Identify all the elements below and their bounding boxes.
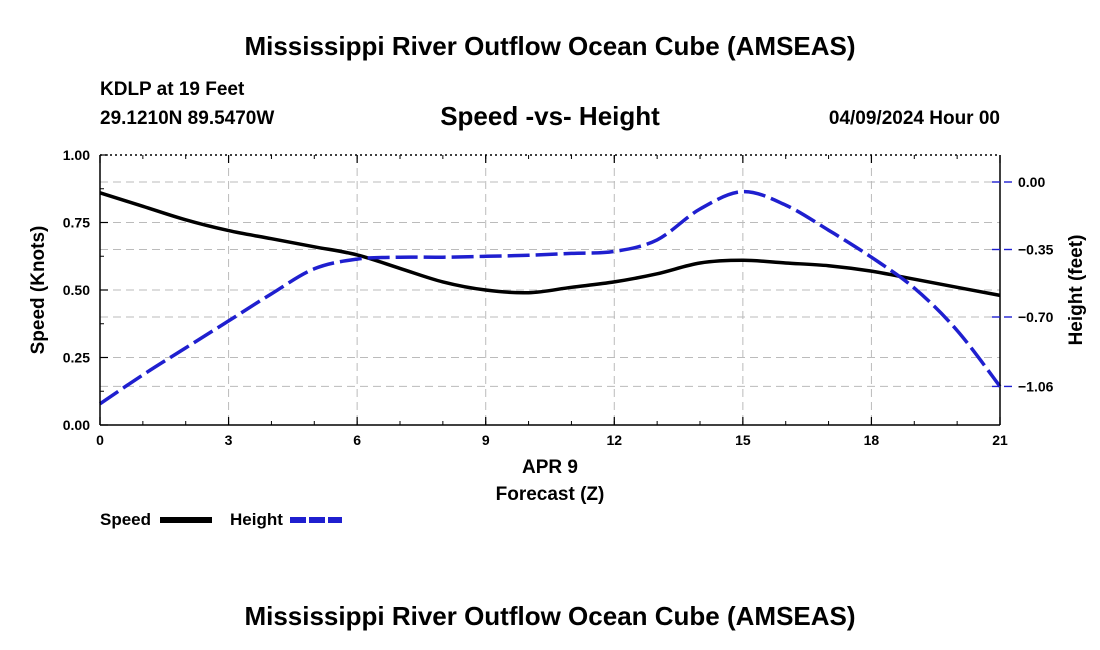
- x-tick-label: 9: [482, 432, 490, 448]
- grid-lines: [100, 155, 1000, 425]
- axis-ticks: 0 3 6 9 12 15 18 21 0.00 0.25 0.50 0.75 1.00 0.00 −0.3…: [63, 147, 1054, 448]
- y-tick-label: 0.75: [63, 215, 90, 231]
- x-tick-label: 0: [96, 432, 104, 448]
- chart-title: Speed -vs- Height: [440, 101, 660, 131]
- legend: Speed Height: [100, 510, 342, 529]
- x-tick-label: 21: [992, 432, 1008, 448]
- y-tick-label: 1.00: [63, 147, 90, 163]
- page-title-bottom: Mississippi River Outflow Ocean Cube (AM…: [244, 601, 855, 631]
- y-tick-label: 0.25: [63, 350, 90, 366]
- datetime-label: 04/09/2024 Hour 00: [829, 108, 1000, 129]
- x-axis-label: Forecast (Z): [496, 484, 605, 505]
- station-label: KDLP at 19 Feet: [100, 79, 245, 100]
- y2-tick-label: 0.00: [1018, 174, 1045, 190]
- y2-tick-label: −1.06: [1018, 378, 1054, 394]
- y2-axis-label: Height (feet): [1066, 235, 1087, 346]
- x-axis-date: APR 9: [522, 457, 578, 478]
- x-tick-label: 3: [225, 432, 233, 448]
- series-line-height: [99, 189, 1002, 406]
- y2-tick-label: −0.70: [1018, 309, 1054, 325]
- x-tick-label: 15: [735, 432, 751, 448]
- y2-tick-label: −0.35: [1018, 242, 1054, 258]
- y-tick-label: 0.00: [63, 417, 90, 433]
- y-axis-label: Speed (Knots): [28, 226, 49, 355]
- legend-label-height: Height: [230, 510, 283, 529]
- page-title-top: Mississippi River Outflow Ocean Cube (AM…: [244, 31, 855, 61]
- series-line-speed: [99, 191, 1001, 298]
- plot-frame: [99, 154, 1001, 426]
- legend-label-speed: Speed: [100, 510, 151, 529]
- location-label: 29.1210N 89.5470W: [100, 108, 274, 129]
- y-tick-label: 0.50: [63, 282, 90, 298]
- x-tick-label: 12: [606, 432, 622, 448]
- series-layer: [99, 189, 1002, 406]
- x-tick-label: 18: [864, 432, 880, 448]
- x-tick-label: 6: [353, 432, 361, 448]
